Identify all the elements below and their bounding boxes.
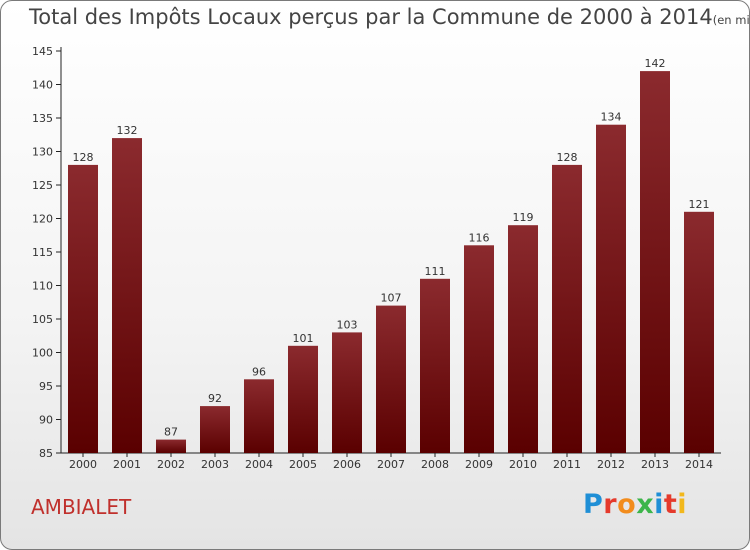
y-tick-label: 100 bbox=[32, 347, 53, 360]
bar bbox=[508, 225, 538, 453]
bar bbox=[244, 379, 274, 453]
bar bbox=[68, 164, 98, 453]
y-tick-label: 105 bbox=[32, 313, 53, 326]
y-tick-label: 115 bbox=[32, 246, 53, 259]
x-tick-label: 2014 bbox=[685, 458, 713, 471]
bar bbox=[288, 345, 318, 453]
bar-value-label: 134 bbox=[601, 111, 622, 124]
bar-value-label: 128 bbox=[557, 151, 578, 164]
bar-value-label: 101 bbox=[293, 332, 314, 345]
y-tick-label: 85 bbox=[39, 447, 53, 460]
commune-name: AMBIALET bbox=[31, 495, 132, 519]
x-tick-label: 2012 bbox=[597, 458, 625, 471]
bar-value-label: 107 bbox=[381, 292, 402, 305]
x-tick-label: 2011 bbox=[553, 458, 581, 471]
x-tick-label: 2004 bbox=[245, 458, 273, 471]
bar bbox=[552, 164, 582, 453]
bar-value-label: 111 bbox=[425, 265, 446, 278]
chart-title-main: Total des Impôts Locaux perçus par la Co… bbox=[29, 5, 713, 29]
bar-value-label: 121 bbox=[689, 198, 710, 211]
x-tick-label: 2000 bbox=[69, 458, 97, 471]
bar bbox=[596, 124, 626, 453]
proxiti-logo: Proxiti bbox=[583, 489, 687, 520]
bar bbox=[376, 305, 406, 453]
logo-letter: r bbox=[603, 489, 618, 520]
x-tick-label: 2003 bbox=[201, 458, 229, 471]
bar-value-label: 119 bbox=[513, 211, 534, 224]
bar-value-label: 103 bbox=[337, 318, 358, 331]
bar bbox=[112, 138, 142, 453]
logo-letter: t bbox=[663, 489, 678, 520]
x-tick-label: 2010 bbox=[509, 458, 537, 471]
logo-letter: P bbox=[583, 489, 604, 520]
chart-title: Total des Impôts Locaux perçus par la Co… bbox=[29, 5, 750, 29]
x-tick-label: 2008 bbox=[421, 458, 449, 471]
x-tick-label: 2006 bbox=[333, 458, 361, 471]
y-tick-label: 110 bbox=[32, 280, 53, 293]
bar-value-label: 128 bbox=[73, 151, 94, 164]
y-tick-label: 145 bbox=[32, 45, 53, 58]
bar-value-label: 132 bbox=[117, 124, 138, 137]
x-tick-label: 2001 bbox=[113, 458, 141, 471]
bar-value-label: 92 bbox=[208, 392, 222, 405]
y-tick-label: 135 bbox=[32, 112, 53, 125]
bar bbox=[156, 439, 186, 453]
y-tick-label: 90 bbox=[39, 414, 53, 427]
logo-letter: i bbox=[677, 489, 688, 520]
chart-title-unit: (en milliers d'€) bbox=[712, 13, 750, 27]
x-tick-label: 2007 bbox=[377, 458, 405, 471]
bar-value-label: 116 bbox=[469, 231, 490, 244]
y-tick-label: 130 bbox=[32, 146, 53, 159]
y-tick-label: 140 bbox=[32, 79, 53, 92]
logo-letter: x bbox=[636, 489, 655, 520]
x-tick-label: 2002 bbox=[157, 458, 185, 471]
x-tick-label: 2005 bbox=[289, 458, 317, 471]
bar bbox=[420, 278, 450, 453]
logo-letter: o bbox=[617, 489, 637, 520]
bar bbox=[464, 245, 494, 453]
y-tick-label: 120 bbox=[32, 213, 53, 226]
bar bbox=[640, 71, 670, 453]
bar-value-label: 142 bbox=[645, 57, 666, 70]
bar bbox=[684, 211, 714, 453]
bar bbox=[332, 332, 362, 453]
y-tick-label: 95 bbox=[39, 380, 53, 393]
x-tick-label: 2013 bbox=[641, 458, 669, 471]
bar-value-label: 96 bbox=[252, 365, 266, 378]
x-tick-label: 2009 bbox=[465, 458, 493, 471]
bar-value-label: 87 bbox=[164, 426, 178, 439]
logo-letter: i bbox=[654, 489, 664, 520]
bar bbox=[200, 406, 230, 453]
y-tick-label: 125 bbox=[32, 179, 53, 192]
